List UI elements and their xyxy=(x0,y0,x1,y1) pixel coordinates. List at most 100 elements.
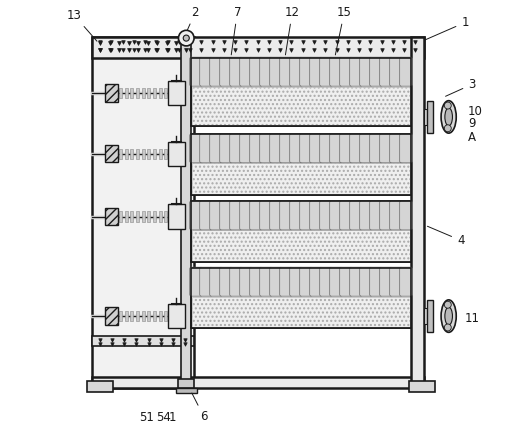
Bar xyxy=(191,58,411,126)
FancyBboxPatch shape xyxy=(350,201,362,230)
FancyBboxPatch shape xyxy=(330,201,342,230)
Bar xyxy=(153,211,156,222)
Text: 13: 13 xyxy=(67,9,97,41)
FancyBboxPatch shape xyxy=(380,57,392,86)
FancyBboxPatch shape xyxy=(230,57,242,86)
FancyBboxPatch shape xyxy=(290,201,302,230)
Bar xyxy=(125,311,128,321)
FancyBboxPatch shape xyxy=(250,201,262,230)
FancyBboxPatch shape xyxy=(400,267,412,296)
FancyBboxPatch shape xyxy=(290,57,302,86)
Text: 9: 9 xyxy=(468,117,476,130)
Bar xyxy=(92,37,424,58)
Bar xyxy=(176,388,196,393)
Bar xyxy=(147,311,150,321)
FancyBboxPatch shape xyxy=(320,201,332,230)
FancyBboxPatch shape xyxy=(220,134,233,163)
Bar xyxy=(142,311,144,321)
FancyBboxPatch shape xyxy=(260,57,272,86)
FancyBboxPatch shape xyxy=(299,267,312,296)
Bar xyxy=(427,300,433,333)
FancyBboxPatch shape xyxy=(299,57,312,86)
Bar xyxy=(164,211,167,222)
FancyBboxPatch shape xyxy=(320,134,332,163)
Bar xyxy=(125,211,128,222)
Bar xyxy=(164,149,167,159)
Bar xyxy=(192,87,410,125)
Bar xyxy=(164,311,167,321)
FancyBboxPatch shape xyxy=(250,57,262,86)
FancyBboxPatch shape xyxy=(260,201,272,230)
Bar xyxy=(159,211,161,222)
Bar xyxy=(142,149,144,159)
Bar xyxy=(92,336,194,346)
Bar xyxy=(87,381,113,392)
Bar xyxy=(136,311,139,321)
FancyBboxPatch shape xyxy=(239,57,252,86)
Bar xyxy=(147,211,150,222)
FancyBboxPatch shape xyxy=(320,57,332,86)
Bar xyxy=(136,149,139,159)
FancyBboxPatch shape xyxy=(310,201,322,230)
FancyBboxPatch shape xyxy=(250,134,262,163)
Text: 54: 54 xyxy=(156,411,171,424)
FancyBboxPatch shape xyxy=(350,267,362,296)
FancyBboxPatch shape xyxy=(210,201,222,230)
Text: 51: 51 xyxy=(139,411,154,424)
FancyBboxPatch shape xyxy=(280,57,292,86)
Text: A: A xyxy=(468,131,476,144)
FancyBboxPatch shape xyxy=(290,267,302,296)
Bar xyxy=(192,230,410,261)
Bar xyxy=(168,81,185,105)
Bar xyxy=(159,149,161,159)
FancyBboxPatch shape xyxy=(310,57,322,86)
Circle shape xyxy=(183,35,189,41)
FancyBboxPatch shape xyxy=(400,134,412,163)
FancyBboxPatch shape xyxy=(380,134,392,163)
FancyBboxPatch shape xyxy=(210,134,222,163)
Bar xyxy=(92,37,194,388)
FancyBboxPatch shape xyxy=(340,201,352,230)
Ellipse shape xyxy=(445,307,452,325)
FancyBboxPatch shape xyxy=(400,57,412,86)
Bar xyxy=(153,88,156,98)
Bar xyxy=(147,149,150,159)
Circle shape xyxy=(444,324,451,331)
Text: 1: 1 xyxy=(169,411,176,424)
FancyBboxPatch shape xyxy=(330,57,342,86)
FancyBboxPatch shape xyxy=(190,201,202,230)
FancyBboxPatch shape xyxy=(270,57,282,86)
Text: 6: 6 xyxy=(192,393,208,423)
FancyBboxPatch shape xyxy=(390,201,402,230)
FancyBboxPatch shape xyxy=(239,201,252,230)
Bar xyxy=(192,163,410,194)
FancyBboxPatch shape xyxy=(370,134,382,163)
FancyBboxPatch shape xyxy=(220,267,233,296)
Bar xyxy=(136,88,139,98)
FancyBboxPatch shape xyxy=(340,57,352,86)
FancyBboxPatch shape xyxy=(299,201,312,230)
FancyBboxPatch shape xyxy=(270,267,282,296)
FancyBboxPatch shape xyxy=(359,201,372,230)
Text: 2: 2 xyxy=(187,6,199,30)
Text: 3: 3 xyxy=(446,78,476,96)
FancyBboxPatch shape xyxy=(320,267,332,296)
FancyBboxPatch shape xyxy=(299,134,312,163)
Text: 4: 4 xyxy=(427,226,465,247)
Bar xyxy=(191,268,411,328)
Text: 12: 12 xyxy=(285,6,300,55)
FancyBboxPatch shape xyxy=(270,134,282,163)
Bar xyxy=(142,211,144,222)
Bar xyxy=(147,88,150,98)
FancyBboxPatch shape xyxy=(310,134,322,163)
FancyBboxPatch shape xyxy=(350,57,362,86)
FancyBboxPatch shape xyxy=(190,267,202,296)
FancyBboxPatch shape xyxy=(220,57,233,86)
Bar xyxy=(191,201,411,262)
Bar xyxy=(178,379,194,388)
Bar xyxy=(105,84,118,102)
Bar xyxy=(168,204,185,229)
Bar xyxy=(411,37,424,388)
FancyBboxPatch shape xyxy=(370,57,382,86)
FancyBboxPatch shape xyxy=(200,134,212,163)
